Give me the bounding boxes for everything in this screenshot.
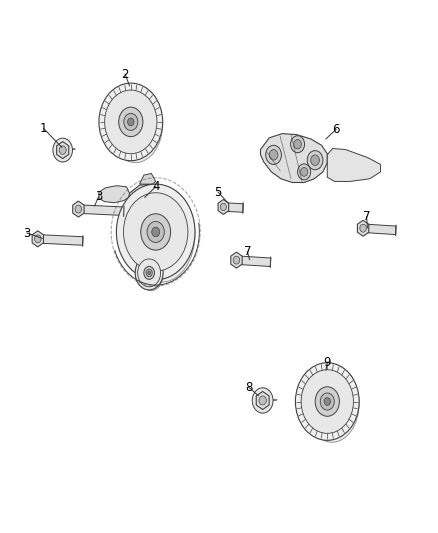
Polygon shape: [57, 142, 69, 159]
Circle shape: [290, 136, 304, 153]
Circle shape: [152, 227, 159, 237]
Circle shape: [99, 83, 162, 161]
Polygon shape: [256, 391, 269, 409]
Polygon shape: [236, 256, 271, 266]
Circle shape: [105, 90, 157, 154]
Circle shape: [259, 396, 266, 405]
Ellipse shape: [109, 85, 162, 163]
Circle shape: [315, 387, 339, 416]
Circle shape: [269, 150, 278, 160]
Circle shape: [141, 214, 171, 250]
Circle shape: [307, 151, 323, 169]
Circle shape: [35, 235, 41, 243]
Circle shape: [294, 140, 301, 149]
Polygon shape: [363, 224, 396, 235]
Polygon shape: [223, 203, 243, 212]
Polygon shape: [127, 184, 180, 228]
Circle shape: [297, 164, 311, 180]
Circle shape: [311, 155, 319, 165]
Polygon shape: [32, 231, 43, 247]
Ellipse shape: [128, 187, 195, 282]
Circle shape: [324, 398, 330, 406]
Text: 6: 6: [332, 123, 340, 136]
Circle shape: [147, 221, 164, 243]
Text: 4: 4: [152, 180, 159, 193]
Text: 7: 7: [363, 210, 370, 223]
Polygon shape: [38, 235, 83, 245]
Circle shape: [301, 370, 353, 433]
Ellipse shape: [305, 365, 359, 442]
Circle shape: [124, 114, 138, 131]
Polygon shape: [78, 205, 124, 215]
Circle shape: [220, 203, 226, 211]
Circle shape: [53, 138, 72, 162]
Circle shape: [300, 167, 308, 176]
Polygon shape: [357, 220, 369, 236]
Circle shape: [119, 107, 143, 136]
Text: 5: 5: [215, 185, 222, 199]
Text: 9: 9: [324, 356, 331, 369]
Text: 8: 8: [245, 381, 252, 394]
Circle shape: [146, 269, 152, 277]
Circle shape: [124, 193, 188, 271]
Circle shape: [320, 393, 334, 410]
Text: 2: 2: [121, 68, 129, 80]
Polygon shape: [261, 134, 327, 182]
Circle shape: [138, 259, 161, 287]
Circle shape: [233, 256, 240, 264]
Text: 3: 3: [23, 227, 31, 239]
Circle shape: [144, 266, 155, 279]
Circle shape: [295, 363, 359, 440]
Polygon shape: [327, 149, 381, 181]
Text: 7: 7: [244, 245, 251, 258]
Circle shape: [75, 205, 81, 213]
Circle shape: [252, 388, 273, 413]
Circle shape: [59, 146, 66, 155]
Circle shape: [266, 146, 282, 165]
Circle shape: [135, 256, 163, 290]
Polygon shape: [73, 201, 84, 217]
Polygon shape: [99, 185, 130, 203]
Ellipse shape: [139, 257, 163, 290]
Circle shape: [127, 118, 134, 126]
Circle shape: [360, 224, 366, 232]
Polygon shape: [218, 199, 229, 214]
Circle shape: [148, 271, 151, 274]
Polygon shape: [231, 252, 242, 268]
Polygon shape: [140, 173, 155, 184]
Text: 3: 3: [95, 190, 102, 203]
Circle shape: [117, 184, 195, 280]
Text: 1: 1: [40, 122, 47, 135]
